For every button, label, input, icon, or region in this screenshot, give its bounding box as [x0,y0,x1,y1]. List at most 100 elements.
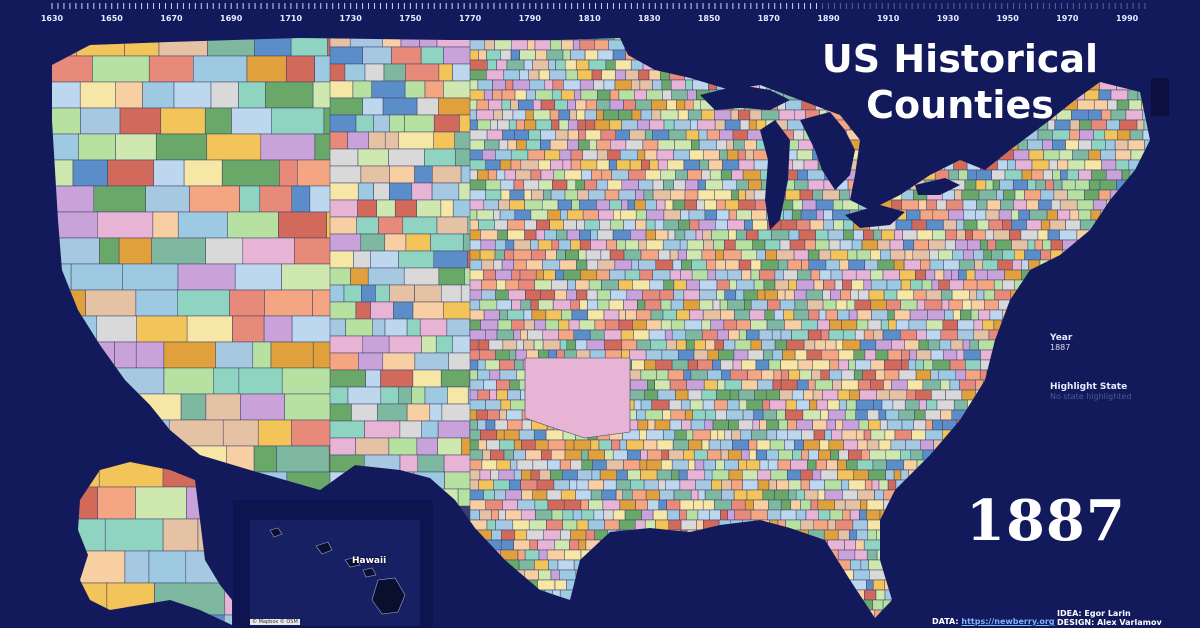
county[interactable] [652,579,665,591]
county[interactable] [1021,259,1029,271]
county[interactable] [223,614,274,628]
county[interactable] [205,237,244,265]
county[interactable] [1126,249,1141,261]
county[interactable] [910,129,925,141]
county[interactable] [900,469,909,481]
county[interactable] [885,449,901,461]
county[interactable] [661,349,679,361]
county[interactable] [891,549,907,561]
county[interactable] [1149,509,1166,521]
county[interactable] [776,479,790,491]
county[interactable] [976,279,995,291]
county[interactable] [1117,349,1126,361]
county[interactable] [777,519,786,531]
county[interactable] [766,79,778,91]
county[interactable] [1141,219,1154,231]
county[interactable] [915,269,926,281]
county[interactable] [623,249,642,261]
county[interactable] [855,399,874,411]
county[interactable] [532,59,549,71]
county[interactable] [885,529,900,541]
county[interactable] [477,119,491,131]
county[interactable] [788,279,797,291]
county[interactable] [1019,579,1036,591]
county[interactable] [521,469,532,481]
county[interactable] [943,269,952,281]
county[interactable] [801,449,809,461]
county[interactable] [579,79,594,91]
county[interactable] [469,59,488,71]
county[interactable] [232,315,265,343]
county[interactable] [787,259,802,271]
county[interactable] [688,459,696,471]
county[interactable] [486,439,500,451]
county[interactable] [944,519,959,531]
county[interactable] [901,419,914,431]
county[interactable] [790,459,808,471]
county[interactable] [956,219,965,231]
county[interactable] [1026,279,1035,291]
county[interactable] [980,579,995,591]
county[interactable] [641,549,650,561]
county[interactable] [40,263,72,291]
county[interactable] [1076,199,1094,211]
county[interactable] [552,79,564,91]
county[interactable] [109,367,165,395]
county[interactable] [1091,399,1104,411]
county[interactable] [835,299,848,311]
county[interactable] [572,509,583,521]
county[interactable] [898,369,917,381]
county[interactable] [825,309,838,321]
county[interactable] [494,219,508,231]
county[interactable] [1120,579,1132,591]
county[interactable] [608,39,626,51]
county[interactable] [507,309,525,321]
county[interactable] [690,369,708,381]
county[interactable] [870,249,881,261]
county[interactable] [762,399,771,411]
county[interactable] [1002,309,1019,321]
county[interactable] [361,284,376,303]
county[interactable] [1152,40,1162,50]
county[interactable] [640,579,653,591]
county[interactable] [358,352,384,371]
county[interactable] [885,469,895,481]
county[interactable] [477,359,486,371]
county[interactable] [559,589,574,601]
county[interactable] [534,279,552,291]
county[interactable] [1155,280,1169,290]
county[interactable] [1084,159,1102,171]
county[interactable] [569,479,578,491]
county[interactable] [643,479,659,491]
county[interactable] [1091,319,1100,331]
county[interactable] [1093,129,1106,141]
county[interactable] [538,69,550,81]
county[interactable] [284,393,337,421]
county[interactable] [1091,289,1109,301]
county[interactable] [632,39,642,51]
county[interactable] [1048,259,1067,271]
county[interactable] [971,589,983,601]
county[interactable] [234,263,282,291]
county[interactable] [1037,289,1049,301]
county[interactable] [1145,449,1161,461]
county[interactable] [1100,359,1115,371]
county[interactable] [685,329,703,341]
county[interactable] [893,129,911,141]
county[interactable] [1052,139,1066,151]
county[interactable] [1014,279,1028,291]
county[interactable] [963,279,978,291]
county[interactable] [40,133,79,161]
county[interactable] [938,499,955,511]
county[interactable] [1119,419,1137,431]
county[interactable] [1099,179,1117,191]
county[interactable] [624,509,642,521]
county[interactable] [616,239,626,251]
county[interactable] [768,499,782,511]
county[interactable] [786,469,802,481]
county[interactable] [696,519,704,531]
county[interactable] [736,279,755,291]
county[interactable] [688,439,703,451]
county[interactable] [681,39,699,51]
county[interactable] [490,449,505,461]
